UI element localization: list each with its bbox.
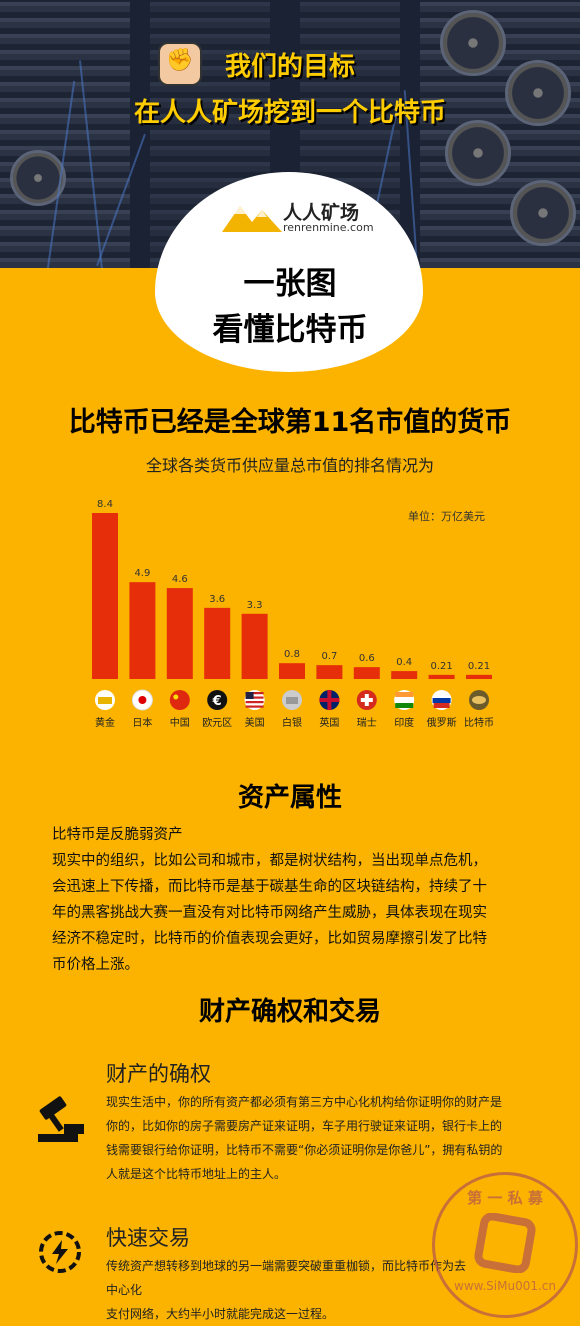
bar bbox=[279, 663, 305, 679]
fast-trade-heading: 快速交易 bbox=[106, 1226, 190, 1250]
bar bbox=[353, 667, 380, 679]
bar bbox=[129, 582, 156, 679]
category-label: 欧元区 bbox=[202, 717, 232, 729]
usa-stripe bbox=[245, 705, 264, 708]
watermark-logo-icon bbox=[474, 1213, 536, 1273]
section2-line: 会迅速上下传播，而比特币是基于碳基生命的区块链结构，持续了十 bbox=[52, 879, 487, 895]
category-label: 中国 bbox=[170, 716, 190, 729]
watermark-top-text: 第 一 私 募 bbox=[467, 1189, 543, 1207]
lightning-icon bbox=[39, 1231, 81, 1273]
mountain-logo-icon bbox=[222, 206, 282, 232]
fist-icon: ✊ bbox=[158, 42, 202, 86]
bar bbox=[204, 607, 231, 679]
logo-name: 人人矿场 bbox=[283, 202, 360, 224]
category-label: 白银 bbox=[282, 716, 302, 729]
category-label: 瑞士 bbox=[357, 716, 377, 729]
logo-domain: renrenmine.com bbox=[283, 221, 374, 234]
section1-title: 比特币已经是全球第11名市值的货币 bbox=[68, 407, 512, 438]
hero-line-2: 在人人矿场挖到一个比特币 bbox=[133, 98, 446, 128]
market-cap-bar-chart: 单位：万亿美元 8.4 黄金 4.9 日本 4.6 中国 3.6 € 欧元区 3.3 美国 0.8 白银 0… bbox=[92, 499, 494, 729]
property-rights-body: 现实生活中，你的所有资产都必须有第三方中心化机构给你证明你的财产是 你的，比如你… bbox=[106, 1090, 566, 1186]
watermark-stamp: 第 一 私 募 www.SiMu001.cn bbox=[432, 1172, 578, 1318]
euro-icon bbox=[207, 690, 228, 710]
watermark-bottom-text: www.SiMu001.cn bbox=[454, 1279, 556, 1293]
property-rights-line: 钱需要银行给你证明，比特币不需要“你必须证明你是你爸儿”，拥有私钥的 bbox=[106, 1143, 503, 1157]
section2-line: 现实中的组织，比如公司和城市，都是树状结构，当出现单点危机， bbox=[52, 853, 487, 869]
bar-value-label: 3.3 bbox=[247, 600, 263, 611]
india-green bbox=[395, 703, 414, 708]
category-label: 印度 bbox=[394, 716, 414, 729]
category-label: 黄金 bbox=[95, 716, 115, 729]
gavel-icon bbox=[38, 1096, 84, 1142]
india-saffron bbox=[395, 692, 414, 697]
bar-value-label: 0.4 bbox=[396, 657, 412, 668]
bitcoin-coin bbox=[472, 696, 486, 704]
gold-bar-icon bbox=[98, 697, 112, 704]
bar-value-label: 4.9 bbox=[134, 568, 150, 579]
bar bbox=[166, 588, 193, 679]
section2-line: 经济不稳定时，比特币的价值表现会更好，比如贸易摩擦引发了比特 bbox=[52, 931, 487, 947]
fast-trade-line: 支付网络，大约半小时就能完成这一过程。 bbox=[106, 1307, 335, 1321]
usa-stripe bbox=[245, 696, 264, 699]
section2-line: 年的黑客挑战大赛一直没有对比特币网络产生威胁，具体表现在现实 bbox=[52, 905, 487, 921]
bar bbox=[316, 665, 343, 679]
category-label: 俄罗斯 bbox=[427, 716, 457, 729]
euro-symbol: € bbox=[212, 694, 222, 709]
section1-subtitle: 全球各类货币供应量总市值的排名情况为 bbox=[145, 456, 434, 475]
bar bbox=[241, 613, 268, 679]
fast-trade-line: 传统资产想转移到地球的另一端需要突破重重枷锁，而比特币作为去中心化 bbox=[106, 1259, 467, 1297]
japan-sun-icon bbox=[138, 696, 147, 704]
category-label: 比特币 bbox=[464, 717, 494, 729]
china-flag-icon bbox=[169, 690, 190, 710]
usa-stripe bbox=[245, 701, 264, 704]
china-star-icon bbox=[173, 694, 179, 700]
main-title-line-1: 一张图 bbox=[243, 266, 337, 302]
property-rights-line: 人就是这个比特币地址上的主人。 bbox=[106, 1167, 287, 1181]
property-rights-line: 现实生活中，你的所有资产都必须有第三方中心化机构给你证明你的财产是 bbox=[106, 1095, 503, 1109]
section2-line: 币价格上涨。 bbox=[52, 957, 139, 973]
category-label: 美国 bbox=[245, 716, 265, 729]
swiss-cross-v bbox=[364, 694, 369, 706]
property-rights-heading: 财产的确权 bbox=[106, 1062, 211, 1086]
category-label: 英国 bbox=[319, 716, 339, 729]
bar bbox=[428, 674, 455, 679]
russia-blue bbox=[432, 698, 451, 703]
bar-value-label: 0.21 bbox=[468, 661, 490, 672]
bar-value-label: 0.21 bbox=[430, 661, 452, 672]
category-label: 日本 bbox=[132, 716, 152, 729]
uk-cross-v bbox=[327, 690, 332, 710]
bar-value-label: 0.7 bbox=[321, 651, 337, 662]
silver-bar-icon bbox=[286, 697, 298, 704]
bar-value-label: 4.6 bbox=[172, 574, 188, 585]
fast-trade-body: 传统资产想转移到地球的另一端需要突破重重枷锁，而比特币作为去中心化 支付网络，大… bbox=[106, 1254, 466, 1326]
chart-unit-label: 单位：万亿美元 bbox=[408, 509, 485, 523]
hero-line-1: 我们的目标 bbox=[224, 52, 355, 82]
section2-line: 比特币是反脆弱资产 bbox=[52, 827, 183, 843]
bar bbox=[92, 513, 118, 679]
section2-body: 比特币是反脆弱资产 现实中的组织，比如公司和城市，都是树状结构，当出现单点危机，… bbox=[52, 822, 552, 978]
section2-title: 资产属性 bbox=[237, 783, 342, 813]
main-title-line-2: 看懂比特币 bbox=[212, 312, 368, 348]
bar-value-label: 0.8 bbox=[284, 649, 300, 660]
bar-value-label: 8.4 bbox=[97, 499, 113, 510]
hero-banner bbox=[0, 0, 580, 268]
bar bbox=[391, 671, 418, 679]
bar-value-label: 3.6 bbox=[209, 594, 225, 605]
title-circle bbox=[155, 172, 423, 372]
section3-title: 财产确权和交易 bbox=[198, 997, 381, 1027]
bar-value-label: 0.6 bbox=[359, 653, 375, 664]
usa-canton bbox=[245, 692, 254, 699]
bar bbox=[466, 674, 492, 679]
usa-stripe bbox=[245, 692, 264, 695]
russia-red bbox=[433, 703, 450, 708]
property-rights-line: 你的，比如你的房子需要房产证来证明，车子用行驶证来证明，银行卡上的 bbox=[106, 1119, 503, 1133]
